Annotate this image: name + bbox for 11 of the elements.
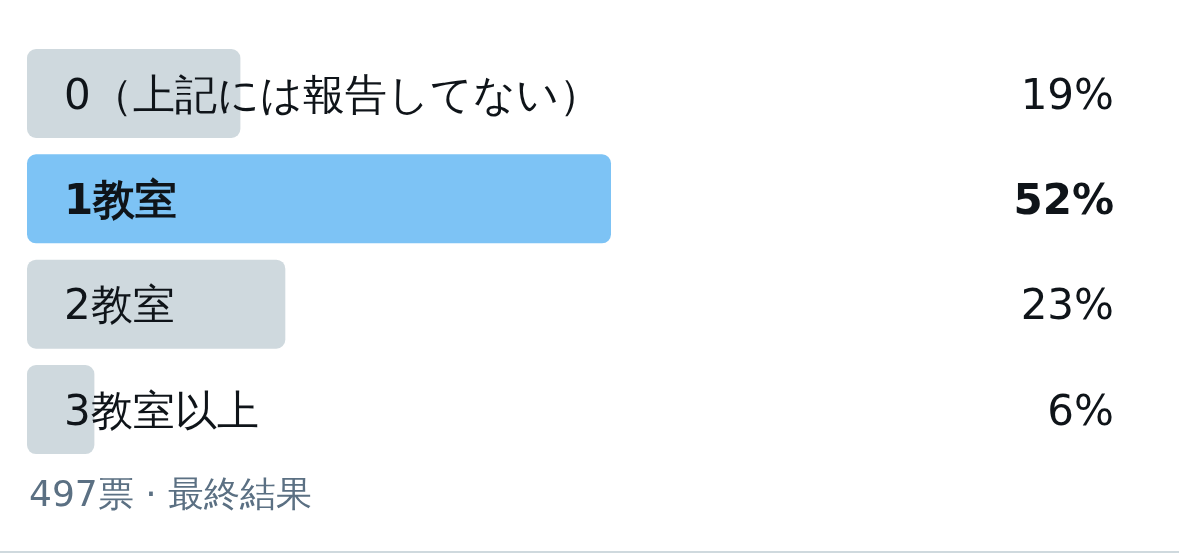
bar bbox=[27, 154, 611, 244]
y-tick-label: 0（上記には報告してない） bbox=[64, 69, 601, 119]
data-label: 52% bbox=[1013, 174, 1114, 224]
text: 497票 · 最終結果 bbox=[29, 472, 313, 514]
data-label: 23% bbox=[1020, 280, 1114, 330]
y-tick-label: 3教室以上 bbox=[64, 385, 259, 435]
data-label: 6% bbox=[1047, 385, 1114, 435]
bar bbox=[27, 259, 286, 349]
y-tick-label: 2教室 bbox=[64, 280, 175, 330]
data-label: 19% bbox=[1020, 69, 1114, 119]
y-tick-label: 1教室 bbox=[64, 174, 178, 224]
